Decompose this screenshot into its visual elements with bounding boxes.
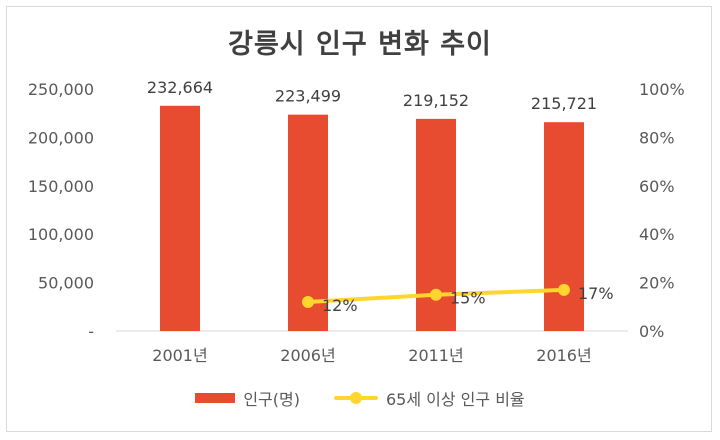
x-tick-label: 2001년 (152, 346, 207, 365)
y-left-tick-label: 100,000 (28, 225, 94, 244)
y-left-tick-label: - (88, 322, 94, 341)
bar-data-label: 219,152 (403, 91, 469, 110)
legend-label-elderly-ratio: 65세 이상 인구 비율 (385, 390, 525, 409)
legend-line-swatch (333, 392, 378, 404)
bar-data-label: 215,721 (531, 94, 597, 113)
legend-item-elderly-ratio: 65세 이상 인구 비율 (333, 386, 525, 410)
bar-2001년 (160, 105, 200, 331)
chart-title: 강릉시 인구 변화 추이 (228, 29, 492, 60)
line-data-label: 17% (578, 284, 614, 303)
line-point-2016년 (558, 283, 570, 296)
y-left-tick-label: 150,000 (28, 177, 94, 196)
bar-data-label: 232,664 (147, 78, 213, 97)
line-point-2011년 (430, 288, 442, 301)
chart-frame (6, 6, 712, 432)
chart-legend: 인구(명) 65세 이상 인구 비율 (0, 386, 720, 410)
legend-item-population: 인구(명) (195, 386, 300, 410)
y-left-tick-label: 250,000 (28, 80, 94, 99)
x-tick-label: 2011년 (408, 346, 463, 365)
bar-2006년 (288, 114, 328, 331)
line-data-label: 15% (450, 289, 486, 308)
x-tick-label: 2016년 (536, 346, 591, 365)
legend-bar-swatch (195, 393, 236, 403)
line-data-label: 12% (322, 296, 358, 315)
y-right-tick-label: 60% (639, 177, 675, 196)
bar-data-label: 223,499 (275, 87, 341, 106)
y-right-tick-label: 20% (639, 274, 675, 293)
bar-2016년 (544, 122, 584, 332)
y-right-tick-label: 100% (639, 80, 685, 99)
y-right-tick-label: 40% (639, 225, 675, 244)
y-right-tick-label: 0% (639, 322, 664, 341)
y-left-tick-label: 200,000 (28, 128, 94, 147)
x-tick-label: 2006년 (280, 346, 335, 365)
legend-label-population: 인구(명) (243, 390, 300, 409)
line-point-2006년 (302, 295, 314, 308)
y-left-tick-label: 50,000 (38, 274, 94, 293)
y-right-tick-label: 80% (639, 128, 675, 147)
